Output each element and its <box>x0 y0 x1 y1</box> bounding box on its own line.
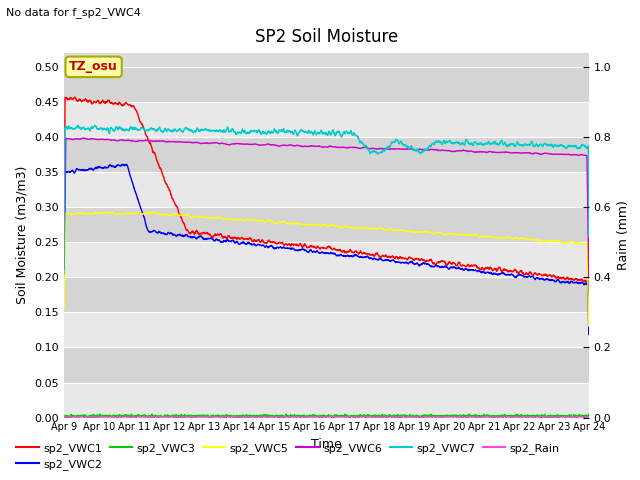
Bar <box>64 348 589 383</box>
Bar <box>64 207 589 242</box>
Bar <box>64 383 589 418</box>
Title: SP2 Soil Moisture: SP2 Soil Moisture <box>255 28 398 46</box>
Text: TZ_osu: TZ_osu <box>69 60 118 73</box>
Y-axis label: Soil Moisture (m3/m3): Soil Moisture (m3/m3) <box>16 166 29 304</box>
Bar <box>64 172 589 207</box>
Bar <box>64 67 589 102</box>
Bar <box>64 277 589 312</box>
Bar <box>64 102 589 137</box>
Bar <box>64 242 589 277</box>
Legend: sp2_VWC1, sp2_VWC2, sp2_VWC3, sp2_VWC5, sp2_VWC6, sp2_VWC7, sp2_Rain: sp2_VWC1, sp2_VWC2, sp2_VWC3, sp2_VWC5, … <box>12 438 564 474</box>
Y-axis label: Raim (mm): Raim (mm) <box>617 200 630 270</box>
X-axis label: Time: Time <box>311 438 342 451</box>
Bar <box>64 137 589 172</box>
Text: No data for f_sp2_VWC4: No data for f_sp2_VWC4 <box>6 7 141 18</box>
Bar <box>64 312 589 348</box>
